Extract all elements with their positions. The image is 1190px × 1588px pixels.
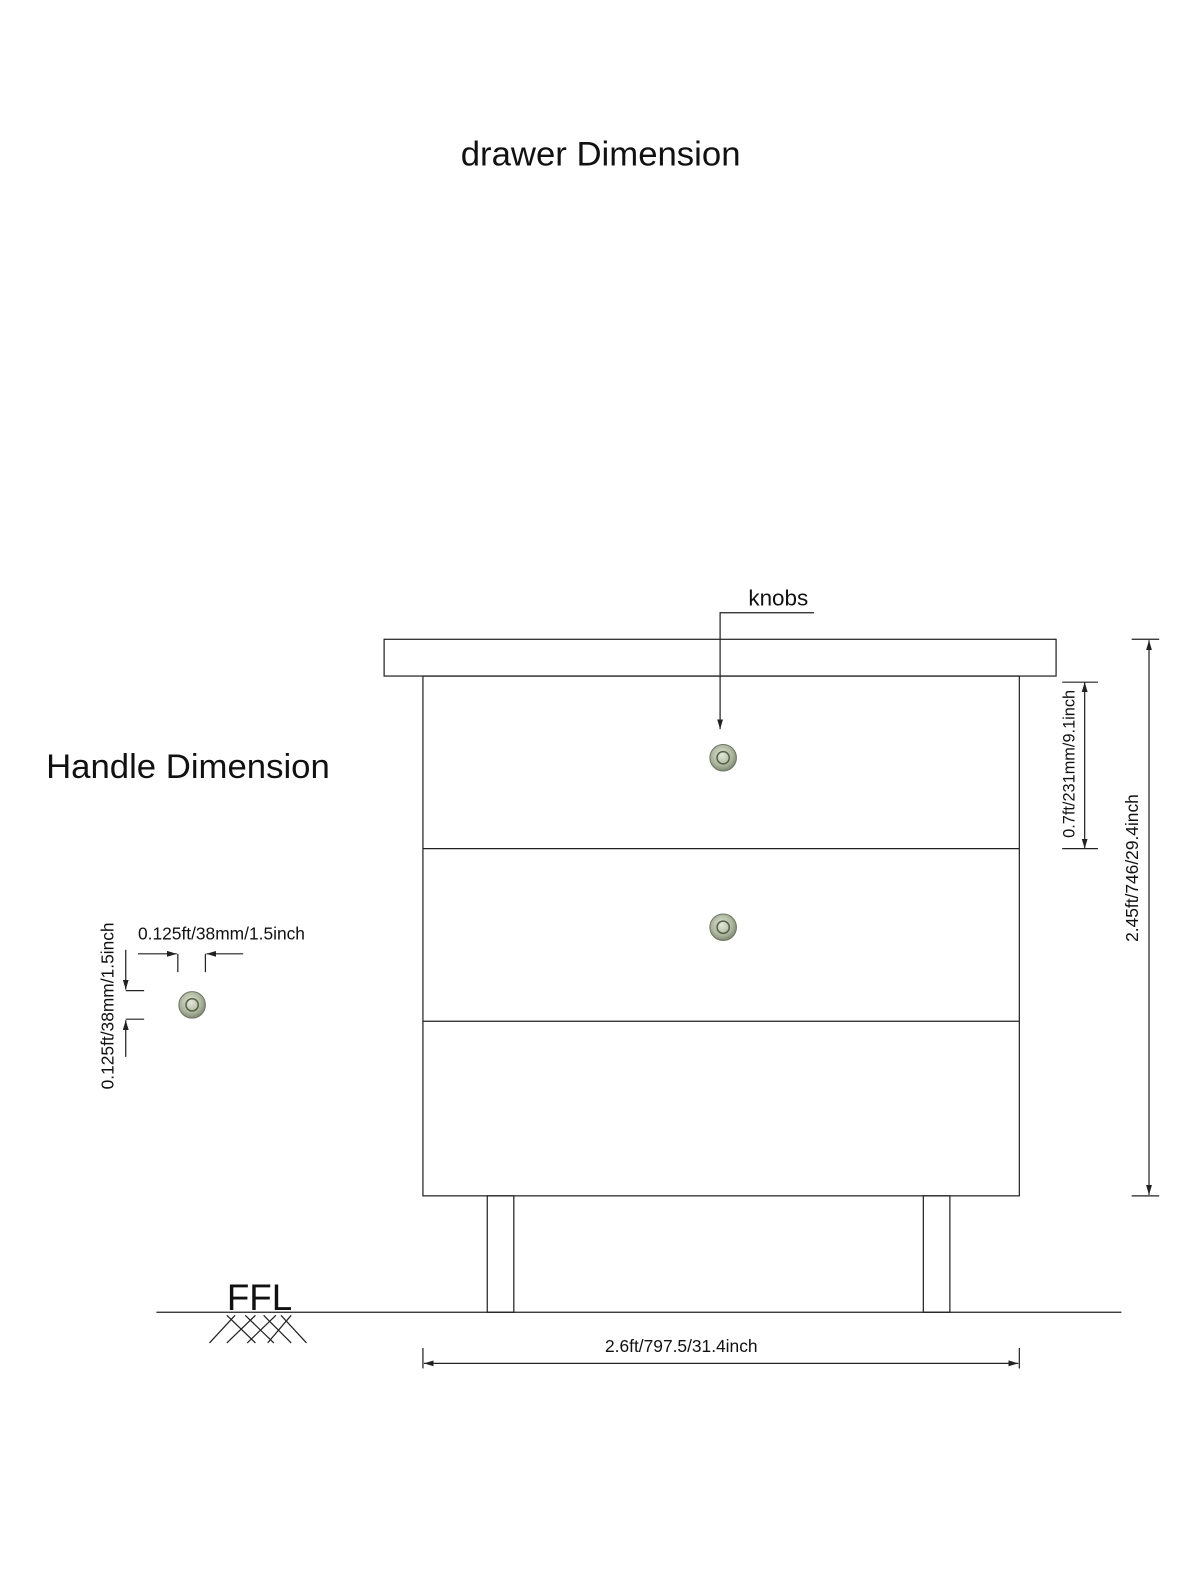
total-height-label: 2.45ft/746/29.4inch	[1122, 794, 1142, 942]
handle-height-label: 0.125ft/38mm/1.5inch	[97, 922, 117, 1089]
drawer-height-label: 0.7ft/231mm/9.1inch	[1060, 690, 1078, 838]
title: drawer Dimension	[461, 135, 741, 173]
floor-hatch	[209, 1314, 307, 1344]
floor-label: FFL	[227, 1277, 292, 1318]
leg	[922, 1195, 951, 1313]
knobs-label: knobs	[748, 586, 808, 611]
knob	[178, 991, 206, 1019]
knob	[709, 743, 737, 772]
cabinet-body	[422, 675, 1020, 1197]
leg	[486, 1195, 515, 1313]
total-width-label: 2.6ft/797.5/31.4inch	[605, 1336, 758, 1356]
handle-title: Handle Dimension	[46, 748, 330, 786]
leader	[717, 612, 815, 730]
knob	[709, 913, 737, 942]
handle-width-label: 0.125ft/38mm/1.5inch	[138, 924, 305, 944]
